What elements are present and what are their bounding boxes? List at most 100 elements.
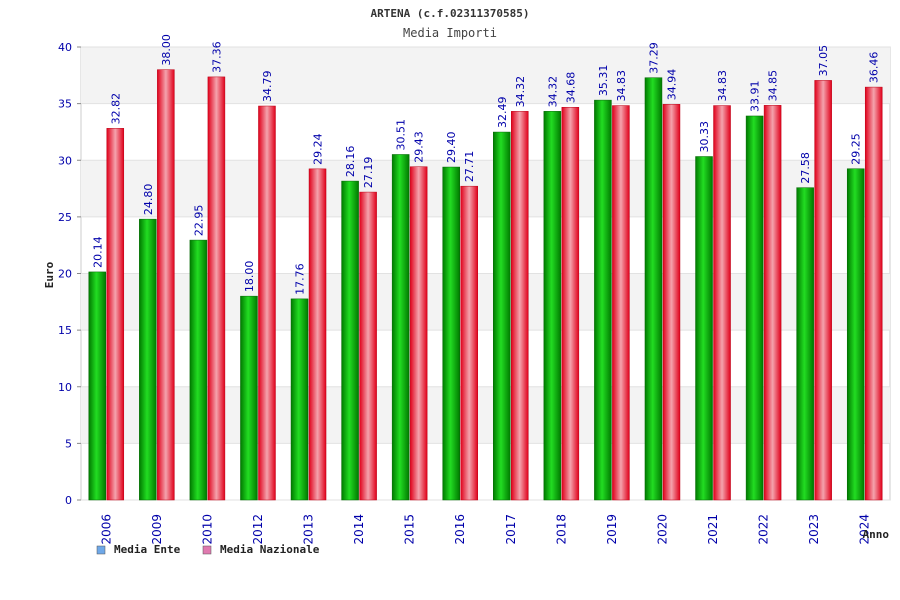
bar-value-label: 37.05 — [817, 45, 830, 77]
x-tick-label: 2010 — [200, 514, 214, 545]
bar-media-nazionale — [511, 111, 529, 501]
bar-value-label: 34.94 — [665, 69, 678, 101]
x-tick-label: 2012 — [251, 514, 265, 545]
bar-value-label: 34.83 — [615, 70, 628, 102]
bar-value-label: 27.71 — [463, 151, 476, 183]
bar-media-nazionale — [157, 69, 175, 501]
bar-media-ente — [594, 99, 612, 501]
legend: Media Ente Media Nazionale — [96, 543, 320, 556]
y-tick-label: 15 — [58, 324, 72, 337]
bar-media-ente — [290, 298, 309, 501]
y-tick-label: 10 — [58, 381, 72, 394]
bar-media-ente — [240, 295, 258, 501]
y-tick-label: 35 — [58, 98, 72, 111]
bar-value-label: 27.19 — [362, 157, 375, 189]
bar-value-label: 34.79 — [261, 71, 274, 103]
chart-title: ARTENA (c.f.02311370585) — [371, 7, 530, 20]
x-tick-label: 2017 — [504, 514, 518, 545]
bar-media-nazionale — [612, 105, 630, 501]
bar-media-nazionale — [460, 185, 478, 501]
bar-media-ente — [391, 154, 410, 501]
bar-media-nazionale — [258, 105, 276, 501]
bar-media-nazionale — [561, 106, 580, 501]
x-tick-label: 2021 — [706, 514, 720, 545]
bar-value-label: 29.25 — [850, 133, 863, 165]
bar-value-label: 34.85 — [767, 70, 780, 102]
bar-media-nazionale — [713, 105, 731, 501]
bar-media-nazionale — [409, 166, 428, 501]
x-tick-label: 2016 — [453, 514, 467, 545]
bar-media-ente — [189, 239, 208, 501]
x-axis-label: Anno — [863, 528, 890, 541]
chart-subtitle: Media Importi — [403, 26, 497, 40]
bar-media-ente — [796, 187, 814, 501]
bar-media-nazionale — [864, 86, 883, 501]
y-tick-label: 0 — [65, 494, 72, 507]
bar-value-labels: 20.14 32.82 24.80 38.00 22.95 37.36 18.00 34.79… — [91, 34, 880, 295]
bar-media-nazionale — [814, 80, 832, 501]
bar-media-ente — [442, 166, 460, 501]
x-tick-label: 2019 — [605, 514, 619, 545]
bar-value-label: 29.24 — [312, 133, 325, 165]
bar-media-nazionale — [106, 128, 125, 501]
bar-value-label: 33.91 — [749, 80, 762, 112]
bar-media-ente — [695, 156, 713, 501]
y-tick-label: 30 — [58, 154, 72, 167]
y-axis-ticks: 0 5 10 15 20 25 30 35 40 — [58, 41, 81, 507]
bar-media-ente — [493, 131, 511, 501]
x-tick-label: 2022 — [757, 514, 771, 545]
x-tick-label: 2006 — [99, 514, 113, 545]
bar-value-label: 29.40 — [445, 132, 458, 164]
legend-label-nazionale: Media Nazionale — [220, 543, 320, 556]
bar-media-ente — [846, 168, 865, 501]
bar-media-nazionale — [308, 168, 327, 501]
bar-value-label: 22.95 — [192, 205, 205, 237]
bar-value-label: 28.16 — [344, 146, 357, 178]
legend-swatch-nazionale — [202, 545, 212, 555]
bar-value-label: 34.83 — [716, 70, 729, 102]
x-axis-ticks: 2006 2009 2010 2012 2013 2014 2015 2016 2017 2018… — [99, 514, 871, 545]
bar-media-ente — [745, 115, 764, 501]
bar-media-nazionale — [359, 191, 377, 501]
bar-value-label: 38.00 — [160, 34, 173, 66]
bar-media-ente — [341, 180, 359, 501]
bar-value-label: 30.51 — [395, 119, 408, 151]
x-tick-label: 2014 — [352, 514, 366, 545]
y-tick-label: 25 — [58, 211, 72, 224]
y-tick-label: 40 — [58, 41, 72, 54]
bar-media-nazionale — [662, 104, 681, 501]
bar-media-nazionale — [763, 105, 782, 501]
x-tick-label: 2020 — [655, 514, 669, 545]
bar-media-ente — [88, 271, 107, 501]
bar-value-label: 29.43 — [413, 131, 426, 163]
x-tick-label: 2024 — [858, 514, 872, 545]
bar-value-label: 20.14 — [91, 236, 104, 268]
bar-value-label: 30.33 — [698, 121, 711, 153]
bar-value-label: 34.32 — [514, 76, 527, 108]
bars — [88, 69, 883, 501]
x-tick-label: 2013 — [302, 514, 316, 545]
x-tick-label: 2009 — [150, 514, 164, 545]
bar-value-label: 37.29 — [647, 42, 660, 74]
y-axis-label: Euro — [43, 261, 56, 288]
x-tick-label: 2015 — [403, 514, 417, 545]
bar-value-label: 27.58 — [799, 152, 812, 184]
bar-value-label: 24.80 — [142, 184, 155, 216]
bar-media-ente — [543, 111, 562, 501]
bar-value-label: 32.82 — [109, 93, 122, 125]
bar-value-label: 34.32 — [546, 76, 559, 108]
bar-value-label: 18.00 — [243, 261, 256, 293]
x-tick-label: 2018 — [554, 514, 568, 545]
bar-media-ente — [139, 218, 157, 501]
bar-value-label: 35.31 — [597, 65, 610, 97]
bar-value-label: 34.68 — [564, 72, 577, 104]
y-tick-label: 5 — [65, 437, 72, 450]
bar-value-label: 36.46 — [868, 52, 881, 84]
legend-label-ente: Media Ente — [114, 543, 181, 556]
bar-value-label: 32.49 — [496, 97, 509, 129]
bar-media-ente — [644, 77, 663, 501]
legend-swatch-ente — [96, 545, 106, 555]
bar-value-label: 17.76 — [294, 263, 307, 295]
bar-value-label: 37.36 — [210, 41, 223, 73]
